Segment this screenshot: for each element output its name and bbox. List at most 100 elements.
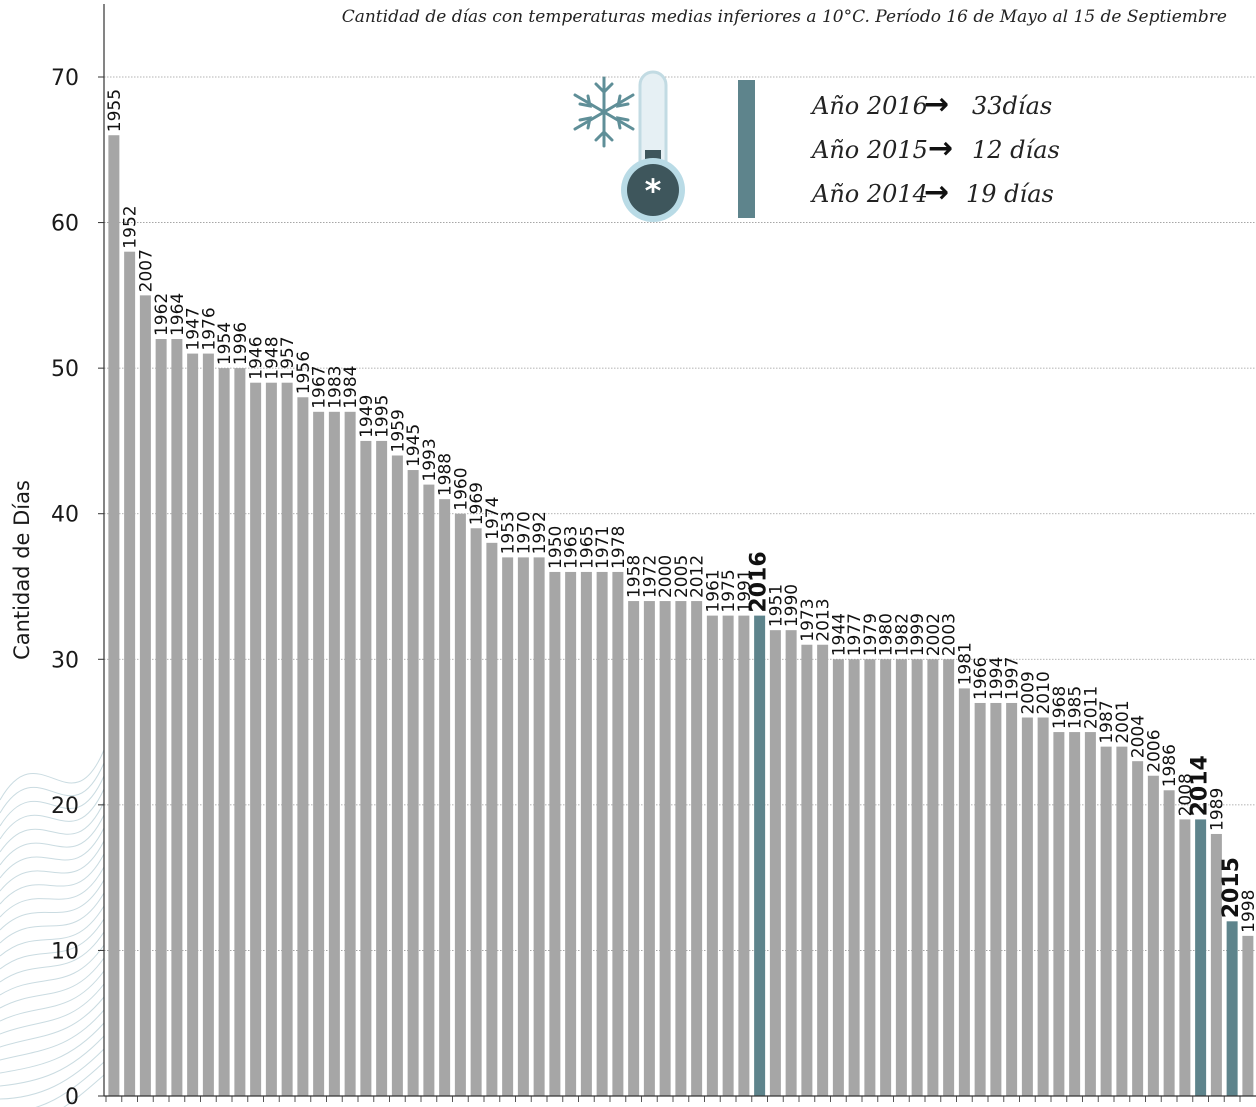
bar-label-1980: 1980 <box>877 613 897 656</box>
bar-1986 <box>1163 790 1175 1096</box>
info-line-2014: Año 2014 → 19 días <box>810 175 1054 210</box>
wave-line <box>0 892 105 944</box>
bar-2006 <box>1147 775 1159 1096</box>
bar-label-1990: 1990 <box>782 584 802 627</box>
bar-1978 <box>612 571 624 1096</box>
wave-line <box>0 931 105 983</box>
bar-1954 <box>218 368 230 1096</box>
bar-1960 <box>454 513 466 1096</box>
info-value-2014: 19 días <box>966 180 1054 208</box>
bar-1976 <box>202 353 214 1097</box>
bar-label-1961: 1961 <box>703 569 723 612</box>
bar-2008 <box>1179 819 1191 1096</box>
bar-1968 <box>1053 732 1065 1096</box>
info-year-2016: Año 2016 <box>810 92 928 120</box>
bar-label-1986: 1986 <box>1160 744 1180 787</box>
bar-2012 <box>691 601 703 1096</box>
bar-label-1945: 1945 <box>404 424 424 467</box>
bar-label-1951: 1951 <box>766 584 786 627</box>
x-axis-ticks <box>105 1096 1241 1102</box>
bar-label-1985: 1985 <box>1066 686 1086 729</box>
bar-1990 <box>785 630 797 1096</box>
info-year-2014: Año 2014 <box>810 180 928 208</box>
bar-1971 <box>596 571 608 1096</box>
bar-label-1972: 1972 <box>640 555 660 598</box>
bar-1973 <box>801 644 813 1096</box>
bar-1991 <box>738 615 750 1096</box>
bar-1999 <box>911 659 923 1096</box>
bar-label-1950: 1950 <box>546 526 566 569</box>
wave-line <box>0 749 105 801</box>
bar-label-2005: 2005 <box>672 555 692 598</box>
bar-label-1957: 1957 <box>278 336 298 379</box>
bar-2000 <box>659 601 671 1096</box>
bar-label-1991: 1991 <box>735 569 755 612</box>
bar-label-1959: 1959 <box>388 409 408 452</box>
bar-label-1988: 1988 <box>436 453 456 496</box>
wave-line <box>0 918 105 970</box>
wave-line <box>0 853 105 905</box>
arrow-right-icon: → <box>928 131 953 166</box>
bar-1989 <box>1210 833 1222 1096</box>
wave-line <box>0 983 105 1035</box>
bar-label-2016: 2016 <box>747 551 772 612</box>
bar-2010 <box>1037 717 1049 1096</box>
wave-line <box>0 840 105 892</box>
snowflake-icon <box>573 76 635 148</box>
bar-label-1978: 1978 <box>609 526 629 569</box>
bar-label-1944: 1944 <box>829 613 849 656</box>
bar-1995 <box>376 440 388 1096</box>
bar-1965 <box>580 571 592 1096</box>
y-tick-label: 10 <box>51 939 79 964</box>
bar-2005 <box>675 601 687 1096</box>
bar-1993 <box>423 484 435 1097</box>
bar-label-1984: 1984 <box>341 366 361 409</box>
bar-1979 <box>864 659 876 1096</box>
info-line-2015: Año 2015 → 12 días <box>810 131 1060 166</box>
bar-label-1964: 1964 <box>168 293 188 336</box>
y-tick-label: 60 <box>51 212 79 237</box>
bar-label-2002: 2002 <box>924 613 944 656</box>
bar-label-1953: 1953 <box>499 511 519 554</box>
y-axis-label: Cantidad de Días <box>10 480 34 660</box>
info-year-2015: Año 2015 <box>810 136 928 164</box>
bar-1964 <box>171 339 183 1096</box>
wave-line <box>0 970 105 1022</box>
bar-label-1999: 1999 <box>908 613 928 656</box>
bar-1983 <box>328 411 340 1096</box>
info-value-2016: 33días <box>972 92 1052 120</box>
bar-2015 <box>1226 921 1238 1096</box>
bar-1947 <box>187 353 199 1097</box>
bar-1970 <box>517 557 529 1096</box>
bar-2014 <box>1195 819 1207 1096</box>
bar-2007 <box>139 295 151 1096</box>
chart-title: Cantidad de días con temperaturas medias… <box>342 7 1227 27</box>
arrow-right-icon: → <box>924 175 949 210</box>
bar-1997 <box>1006 702 1018 1096</box>
bar-2013 <box>817 644 829 1096</box>
bar-label-1952: 1952 <box>121 205 141 248</box>
bar-label-2014: 2014 <box>1188 755 1213 816</box>
bar-label-1956: 1956 <box>294 351 314 394</box>
snowflake-thermometer-icon: * <box>573 70 685 222</box>
thermometer-icon: * <box>621 70 685 222</box>
y-tick-label: 0 <box>65 1085 79 1107</box>
wave-line <box>35 1061 105 1107</box>
y-tick-label: 20 <box>51 794 79 819</box>
wave-line <box>0 905 105 957</box>
bar-1944 <box>832 659 844 1096</box>
wave-line <box>0 801 105 853</box>
bar-1988 <box>439 499 451 1096</box>
bar-label-1946: 1946 <box>247 336 267 379</box>
bar-1975 <box>722 615 734 1096</box>
info-value-2015: 12 días <box>972 136 1060 164</box>
bar-1980 <box>880 659 892 1096</box>
wave-line <box>63 1074 105 1107</box>
bar-label-1954: 1954 <box>215 322 235 365</box>
bar-1963 <box>565 571 577 1096</box>
arrow-right-icon: → <box>924 87 949 122</box>
bar-label-1971: 1971 <box>593 526 613 569</box>
bar-2004 <box>1132 761 1144 1096</box>
bar-1984 <box>344 411 356 1096</box>
bar-1996 <box>234 368 246 1096</box>
